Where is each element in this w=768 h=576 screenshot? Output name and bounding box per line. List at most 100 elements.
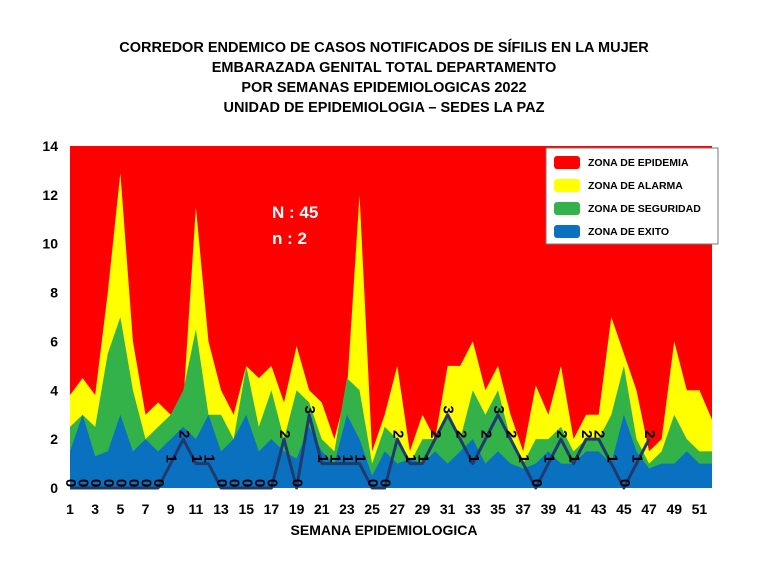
legend-label: ZONA DE EXITO xyxy=(588,226,669,238)
x-tick-label: 45 xyxy=(616,501,632,517)
data-label: 3 xyxy=(301,406,318,414)
x-tick-label: 5 xyxy=(116,501,124,517)
data-label: 0 xyxy=(62,479,79,487)
data-label: 2 xyxy=(591,430,608,438)
data-label: 1 xyxy=(540,454,557,462)
data-label: 0 xyxy=(100,479,117,487)
data-label: 2 xyxy=(276,430,293,438)
data-label: 1 xyxy=(566,454,583,462)
zone-alarma-area xyxy=(70,172,712,488)
data-label: 1 xyxy=(352,454,369,462)
zone-exito-area xyxy=(70,414,712,488)
x-tick-label: 23 xyxy=(339,501,355,517)
sample-annotation: n : 2 xyxy=(272,229,307,248)
data-label: 1 xyxy=(515,454,532,462)
data-label: 0 xyxy=(263,479,280,487)
data-label: 0 xyxy=(125,479,142,487)
x-tick-label: 15 xyxy=(238,501,254,517)
total-cases-annotation: N : 45 xyxy=(272,203,318,222)
data-label: 2 xyxy=(641,430,658,438)
chart-title: CORREDOR ENDEMICO DE CASOS NOTIFICADOS D… xyxy=(0,38,768,118)
title-line-3: POR SEMANAS EPIDEMIOLOGICAS 2022 xyxy=(241,80,527,96)
data-label: 2 xyxy=(553,430,570,438)
legend-swatch xyxy=(554,225,580,238)
y-tick-label: 12 xyxy=(42,187,58,203)
legend-swatch xyxy=(554,156,580,169)
data-label: 0 xyxy=(213,479,230,487)
data-label: 1 xyxy=(188,454,205,462)
legend-label: ZONA DE EPIDEMIA xyxy=(588,157,689,169)
y-tick-label: 10 xyxy=(42,236,58,252)
data-label: 1 xyxy=(314,454,331,462)
data-label: 2 xyxy=(503,430,520,438)
data-label: 0 xyxy=(75,479,92,487)
data-label: 1 xyxy=(402,454,419,462)
data-label: 2 xyxy=(389,430,406,438)
legend-label: ZONA DE SEGURIDAD xyxy=(588,203,701,215)
x-tick-label: 7 xyxy=(142,501,150,517)
x-tick-label: 33 xyxy=(465,501,481,517)
data-label: 1 xyxy=(465,454,482,462)
y-tick-label: 8 xyxy=(50,285,58,301)
x-tick-label: 37 xyxy=(515,501,531,517)
y-tick-label: 0 xyxy=(50,480,58,496)
x-axis-title: SEMANA EPIDEMIOLOGICA xyxy=(290,522,478,538)
data-label: 1 xyxy=(326,454,343,462)
legend-label: ZONA DE ALARMA xyxy=(588,180,683,192)
data-label: 0 xyxy=(138,479,155,487)
data-label: 0 xyxy=(616,479,633,487)
legend-swatch xyxy=(554,202,580,215)
x-tick-label: 1 xyxy=(66,501,74,517)
y-tick-label: 6 xyxy=(50,333,58,349)
x-tick-label: 13 xyxy=(213,501,229,517)
data-label: 2 xyxy=(452,430,469,438)
data-label: 2 xyxy=(477,430,494,438)
data-label: 0 xyxy=(289,479,306,487)
data-label: 3 xyxy=(490,406,507,414)
data-labels: 0000000012110000020311110021123212321012… xyxy=(62,406,658,488)
x-tick-label: 49 xyxy=(666,501,682,517)
data-label: 0 xyxy=(226,479,243,487)
data-label: 2 xyxy=(175,430,192,438)
data-label: 0 xyxy=(112,479,129,487)
data-label: 0 xyxy=(528,479,545,487)
x-tick-label: 29 xyxy=(415,501,431,517)
x-tick-label: 11 xyxy=(188,501,203,517)
data-label: 0 xyxy=(364,479,381,487)
data-label: 1 xyxy=(339,454,356,462)
x-tick-label: 25 xyxy=(364,501,380,517)
data-label: 1 xyxy=(603,454,620,462)
data-label: 3 xyxy=(440,406,457,414)
title-line-1: CORREDOR ENDEMICO DE CASOS NOTIFICADOS D… xyxy=(119,40,649,56)
legend: ZONA DE EPIDEMIA ZONA DE ALARMA ZONA DE SE… xyxy=(545,147,719,245)
legend-swatch xyxy=(554,179,580,192)
data-label: 1 xyxy=(629,454,646,462)
x-tick-label: 17 xyxy=(264,501,280,517)
plot-area xyxy=(70,146,712,490)
x-tick-label: 51 xyxy=(692,501,708,517)
x-tick-label: 21 xyxy=(314,501,330,517)
data-label: 2 xyxy=(427,430,444,438)
data-label: 2 xyxy=(578,430,595,438)
data-label: 0 xyxy=(150,479,167,487)
x-tick-label: 19 xyxy=(289,501,305,517)
y-tick-label: 2 xyxy=(50,431,58,447)
data-label: 1 xyxy=(201,454,218,462)
data-label: 0 xyxy=(87,479,104,487)
y-tick-label: 4 xyxy=(50,382,58,398)
x-tick-label: 27 xyxy=(390,501,406,517)
y-tick-label: 14 xyxy=(42,138,58,154)
x-tick-label: 41 xyxy=(566,501,582,517)
title-line-2: EMBARAZADA GENITAL TOTAL DEPARTAMENTO xyxy=(211,60,557,76)
cases-2022-line xyxy=(70,413,651,490)
data-label: 1 xyxy=(415,454,432,462)
data-label: 0 xyxy=(251,479,268,487)
title-line-4: UNIDAD DE EPIDEMIOLOGIA – SEDES LA PAZ xyxy=(223,100,545,116)
data-label: 1 xyxy=(163,454,180,462)
x-tick-label: 39 xyxy=(541,501,557,517)
x-tick-label: 43 xyxy=(591,501,607,517)
x-tick-label: 3 xyxy=(91,501,99,517)
x-tick-label: 35 xyxy=(490,501,506,517)
